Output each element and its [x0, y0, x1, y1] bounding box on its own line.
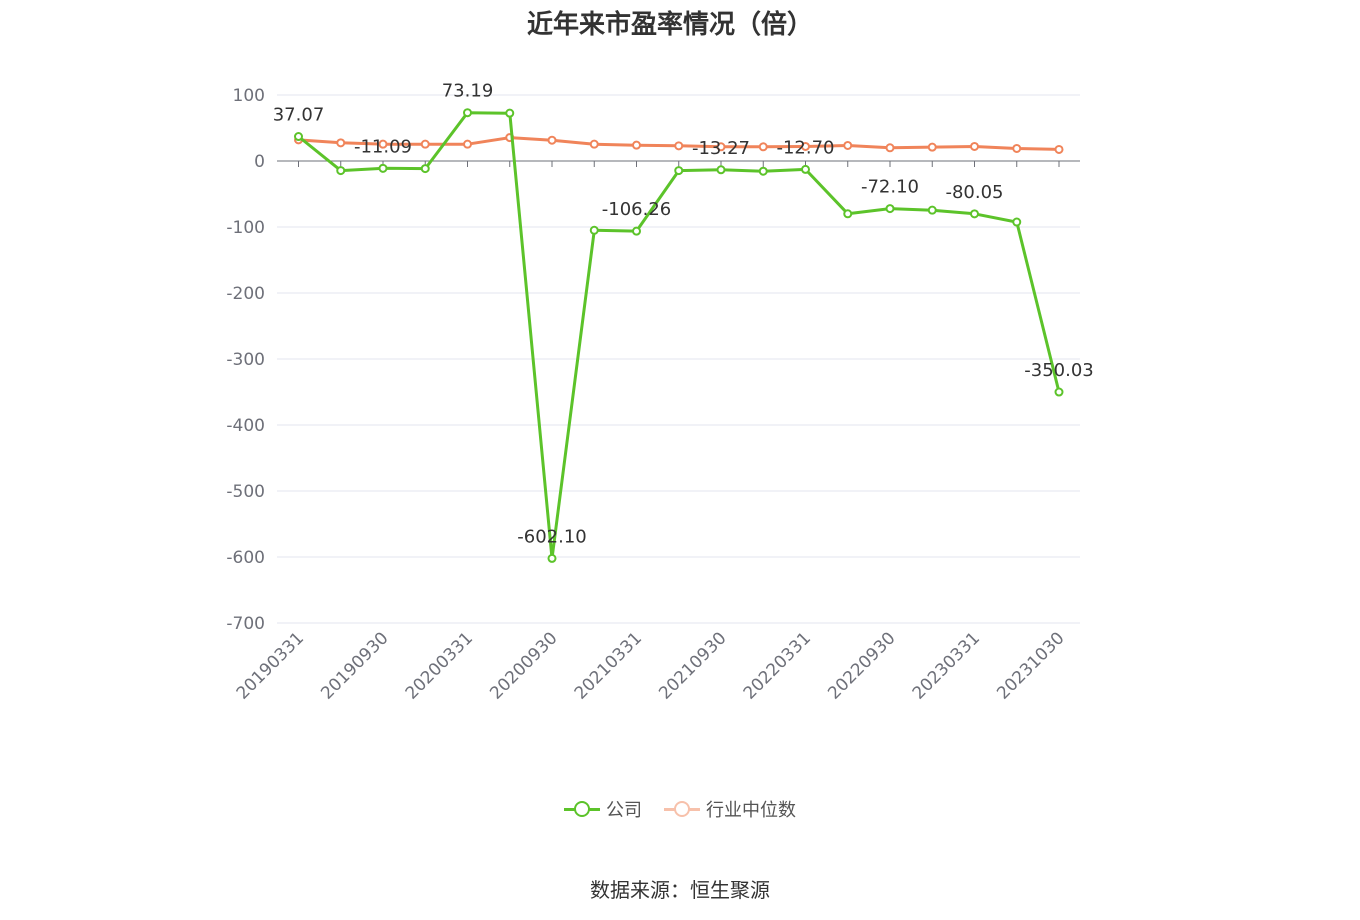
y-tick-label: -300 [226, 350, 265, 370]
x-tick-label: 20190930 [317, 628, 392, 703]
data-label: -13.27 [692, 138, 750, 159]
data-point-industry [843, 140, 853, 150]
legend-industry-swatch [664, 800, 700, 817]
data-point-industry [674, 141, 684, 151]
legend-item-industry[interactable]: 行业中位数 [664, 796, 796, 822]
data-point-company [970, 209, 979, 219]
y-tick-label: -100 [226, 218, 265, 238]
y-tick-label: -700 [226, 614, 265, 634]
data-point-industry [1054, 144, 1064, 154]
data-point-company [758, 166, 768, 176]
legend-item-company[interactable]: 公司 [564, 796, 642, 822]
data-point-industry [547, 135, 557, 145]
data-point-company [378, 163, 388, 173]
x-tick-label: 20190331 [233, 628, 308, 703]
data-label: -11.09 [354, 136, 412, 157]
legend-industry-marker [674, 800, 690, 817]
label-layer: 37.07 -11.09 73.19 -602.10 -106.26 -13.27 -12.… [273, 81, 1094, 548]
data-point-company [716, 165, 726, 175]
data-point-industry [632, 140, 641, 150]
series-layer [294, 108, 1064, 563]
y-tick-label: 0 [254, 152, 265, 172]
legend-industry-label: 行业中位数 [706, 800, 796, 821]
data-point-industry [420, 139, 430, 149]
grid-layer [277, 94, 1080, 624]
data-point-industry [927, 142, 937, 152]
data-point-company [674, 166, 684, 176]
axis-layer: 100 0 -100 -200 -300 -400 -500 -600 -70020190331… [226, 86, 1080, 704]
data-label: -602.10 [517, 526, 586, 547]
legend-company-swatch [564, 800, 600, 817]
data-label: -106.26 [602, 199, 671, 220]
x-tick-label: 20220930 [824, 628, 899, 703]
data-point-company [632, 226, 641, 236]
data-point-company [463, 108, 472, 118]
data-point-industry [463, 139, 472, 149]
data-point-company [547, 553, 557, 563]
data-point-company [505, 108, 515, 118]
data-point-company [336, 166, 346, 176]
legend-company-label: 公司 [606, 800, 642, 821]
data-point-company [927, 205, 937, 215]
data-label: -350.03 [1024, 360, 1093, 381]
data-point-company [420, 164, 430, 174]
y-tick-label: -400 [226, 416, 265, 436]
data-point-industry [336, 138, 346, 148]
data-label: 73.19 [442, 81, 494, 102]
x-tick-label: 20200331 [402, 628, 477, 703]
data-point-company [294, 132, 303, 142]
x-tick-label: 20200930 [486, 628, 561, 703]
data-point-company [1012, 217, 1022, 227]
data-label: -12.70 [776, 137, 834, 158]
y-tick-label: 100 [233, 86, 265, 106]
data-point-company [843, 209, 853, 219]
data-point-industry [885, 143, 895, 153]
x-tick-label: 20230331 [909, 628, 984, 703]
data-point-industry [1012, 143, 1022, 153]
legend-company-marker [574, 800, 590, 817]
x-tick-label: 20210930 [655, 628, 730, 703]
data-label: -72.10 [861, 177, 919, 198]
data-point-company [1054, 387, 1064, 397]
data-point-industry [970, 141, 979, 151]
data-label: -80.05 [945, 182, 1003, 203]
source-note: 数据来源：恒生聚源 [590, 878, 770, 902]
y-tick-label: -200 [226, 284, 265, 304]
data-point-industry [801, 141, 810, 151]
data-label: 37.07 [273, 105, 325, 126]
x-tick-label: 20231030 [993, 628, 1068, 703]
series-line-company [297, 111, 1061, 560]
y-tick-label: -500 [226, 482, 265, 502]
x-tick-label: 20220331 [740, 628, 815, 703]
data-point-industry [378, 139, 388, 149]
data-point-company [589, 225, 599, 235]
x-tick-label: 20210331 [571, 628, 646, 703]
chart-title: 近年来市盈率情况（倍） [526, 10, 813, 40]
data-point-industry [716, 142, 726, 152]
data-point-company [801, 164, 810, 174]
data-point-industry [758, 142, 768, 152]
legend: 公司 行业中位数 [0, 796, 1360, 822]
data-point-company [885, 204, 895, 214]
y-tick-label: -600 [226, 548, 265, 568]
data-point-industry [589, 139, 599, 149]
